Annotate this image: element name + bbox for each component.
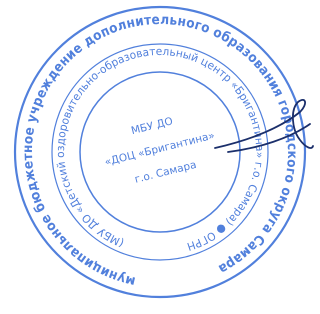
center-line: г.о. Самара [133,159,197,186]
center-line: «ДОЦ «Бригантина» [103,130,216,169]
page: {"stamp": { "outer_ring": "муниципальное… [0,0,314,314]
stamp-body: муниципальное бюджетное учреждение допол… [15,7,305,297]
center-line: МБУ ДО [130,115,174,137]
stamp: муниципальное бюджетное учреждение допол… [0,0,314,314]
center-block: МБУ ДО «ДОЦ «Бригантина» г.о. Самара [98,106,222,192]
